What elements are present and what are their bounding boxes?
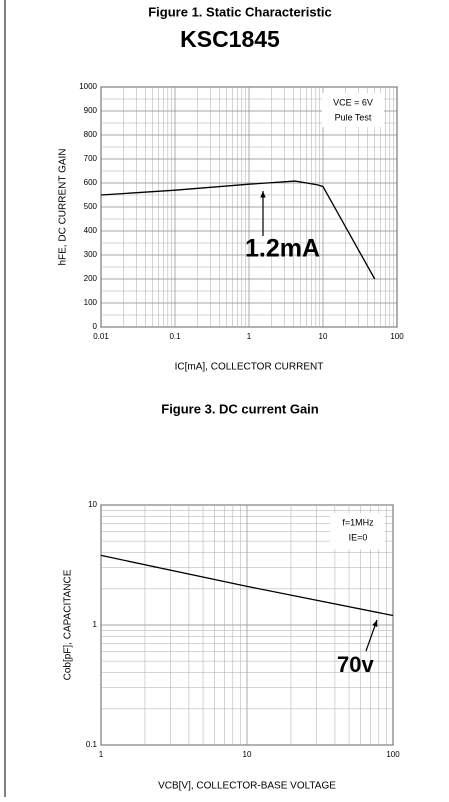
y-tick-label: 700 bbox=[84, 154, 98, 163]
note: VCE = 6V bbox=[333, 97, 373, 107]
x-axis-label: IC[mA], COLLECTOR CURRENT bbox=[175, 362, 324, 373]
y-tick-label: 1000 bbox=[79, 82, 97, 91]
y-tick-label: 500 bbox=[84, 202, 98, 211]
note-box bbox=[330, 513, 385, 549]
y-tick-label: 100 bbox=[84, 298, 98, 307]
annotation: 70v bbox=[337, 652, 374, 677]
x-tick-label: 0.01 bbox=[93, 332, 109, 341]
x-tick-label: 0.1 bbox=[169, 332, 181, 341]
y-tick-label: 300 bbox=[84, 250, 98, 259]
x-tick-label: 100 bbox=[386, 750, 400, 759]
x-axis-label: VCB[V], COLLECTOR-BASE VOLTAGE bbox=[158, 781, 336, 792]
x-tick-label: 10 bbox=[319, 332, 328, 341]
figure-title: Figure 1. Static Characteristic bbox=[148, 4, 332, 19]
y-axis-label: Cob[pF], CAPACITANCE bbox=[63, 569, 74, 680]
y-tick-label: 400 bbox=[84, 226, 98, 235]
data-line bbox=[100, 180, 376, 280]
y-tick-label: 0.1 bbox=[86, 740, 98, 749]
y-tick-label: 10 bbox=[88, 500, 97, 509]
y-tick-label: 800 bbox=[84, 130, 98, 139]
y-tick-label: 900 bbox=[84, 106, 98, 115]
x-tick-label: 100 bbox=[390, 332, 404, 341]
y-tick-label: 1 bbox=[93, 620, 98, 629]
x-tick-label: 10 bbox=[243, 750, 252, 759]
y-tick-label: 0 bbox=[93, 322, 98, 331]
data-line bbox=[100, 554, 394, 617]
caption: Figure 3. DC current Gain bbox=[161, 401, 319, 416]
y-tick-label: 200 bbox=[84, 274, 98, 283]
part-number: KSC1845 bbox=[180, 26, 280, 52]
x-tick-label: 1 bbox=[99, 750, 104, 759]
y-axis-label: hFE, DC CURRENT GAIN bbox=[58, 148, 69, 265]
arrow-head bbox=[372, 620, 378, 627]
note: IE=0 bbox=[349, 532, 368, 542]
note-box bbox=[322, 93, 384, 127]
annotation: 1.2mA bbox=[245, 235, 320, 263]
y-tick-label: 600 bbox=[84, 178, 98, 187]
note: f=1MHz bbox=[342, 517, 374, 527]
arrow-head bbox=[260, 191, 266, 198]
x-tick-label: 1 bbox=[247, 332, 252, 341]
note: Pule Test bbox=[335, 112, 372, 122]
